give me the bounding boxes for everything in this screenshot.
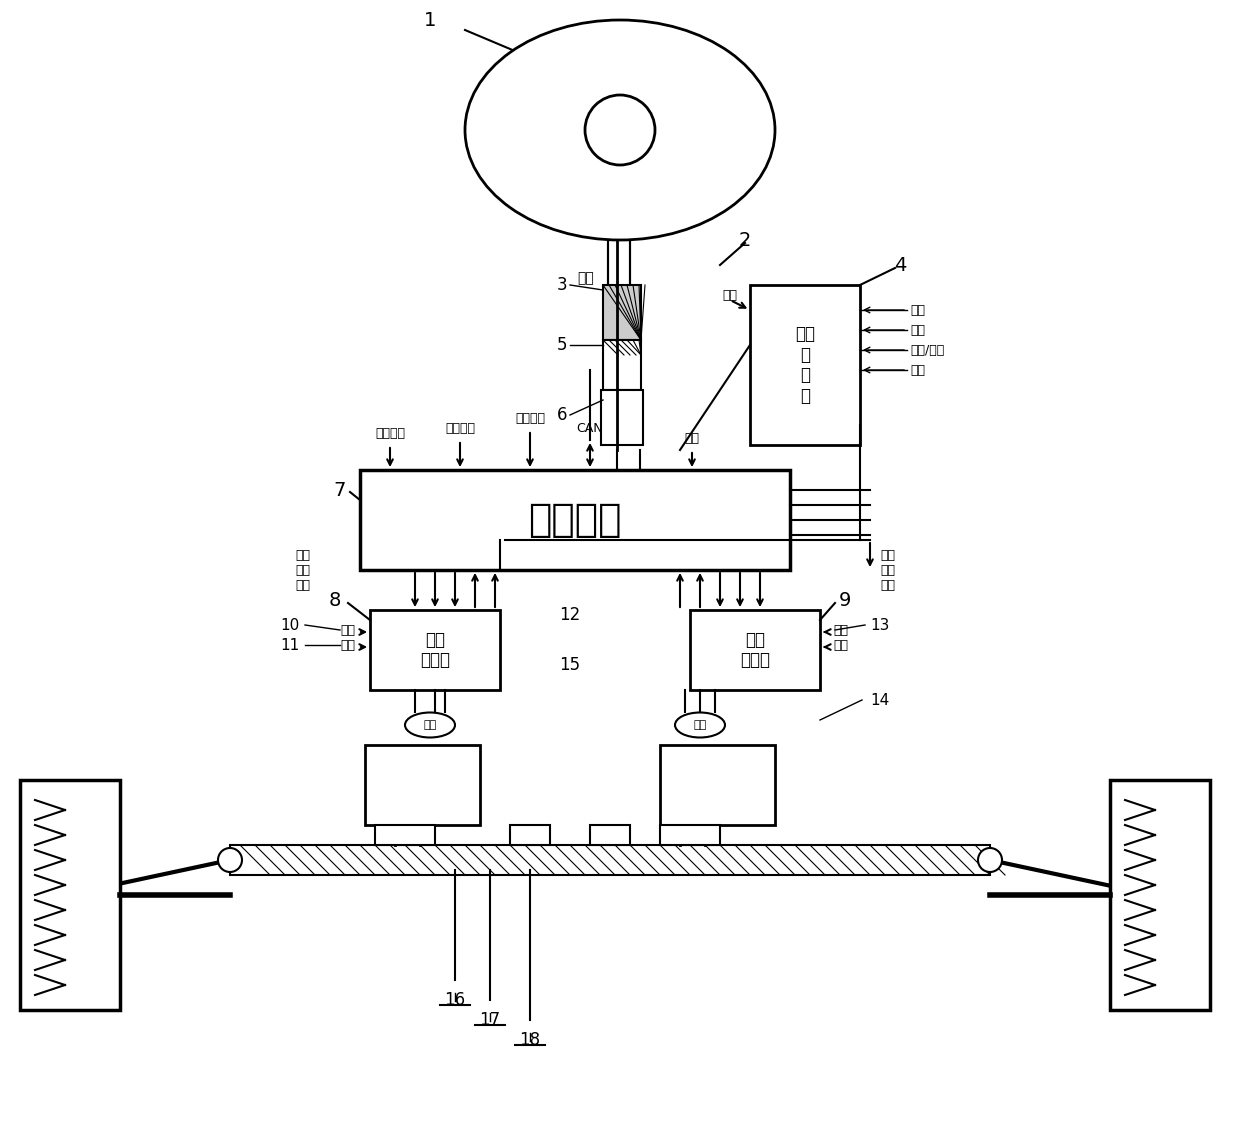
Text: 模式: 模式 <box>909 303 926 317</box>
Ellipse shape <box>405 712 455 737</box>
FancyBboxPatch shape <box>230 845 990 875</box>
Text: 4: 4 <box>893 256 906 275</box>
Text: 15: 15 <box>560 655 581 674</box>
Ellipse shape <box>675 712 725 737</box>
FancyBboxPatch shape <box>590 825 629 845</box>
FancyBboxPatch shape <box>690 610 820 690</box>
Text: 10: 10 <box>281 618 300 633</box>
Text: 2: 2 <box>738 231 751 250</box>
Text: 转速: 转速 <box>833 638 847 652</box>
Text: 点火信号: 点火信号 <box>375 427 405 440</box>
Text: 6: 6 <box>556 406 567 424</box>
FancyBboxPatch shape <box>660 825 720 845</box>
Text: 工作指示: 工作指示 <box>515 412 545 425</box>
Text: 17: 17 <box>479 1011 501 1029</box>
Text: 8: 8 <box>328 591 341 610</box>
Circle shape <box>978 847 1002 872</box>
Text: 电流: 电流 <box>694 720 706 730</box>
Text: 18: 18 <box>519 1031 540 1049</box>
FancyBboxPatch shape <box>750 285 860 445</box>
FancyBboxPatch shape <box>361 470 790 570</box>
FancyBboxPatch shape <box>603 340 641 390</box>
Text: 转矩: 转矩 <box>577 272 593 285</box>
FancyBboxPatch shape <box>608 229 629 290</box>
Text: 电流: 电流 <box>722 289 737 301</box>
Text: 方向: 方向 <box>909 324 926 336</box>
Text: 电流: 电流 <box>424 720 436 730</box>
Text: CAN: CAN <box>576 421 603 435</box>
Text: 车速信号: 车速信号 <box>445 421 475 435</box>
FancyBboxPatch shape <box>603 285 641 340</box>
Circle shape <box>585 95 655 165</box>
Text: 3: 3 <box>556 276 567 294</box>
Ellipse shape <box>465 20 776 240</box>
Text: 7: 7 <box>333 481 346 500</box>
Text: 主控制器: 主控制器 <box>528 501 622 538</box>
FancyBboxPatch shape <box>1110 780 1211 1010</box>
Text: 16: 16 <box>445 991 466 1009</box>
FancyBboxPatch shape <box>20 780 120 1010</box>
Text: 位置: 位置 <box>339 624 356 636</box>
FancyBboxPatch shape <box>366 745 479 825</box>
FancyBboxPatch shape <box>510 825 550 845</box>
Text: 方向
位置
故障: 方向 位置 故障 <box>880 549 895 592</box>
Text: 驱动
伺
服
器: 驱动 伺 服 器 <box>795 325 815 406</box>
Circle shape <box>218 847 242 872</box>
Text: 故障
位置
方向: 故障 位置 方向 <box>295 549 310 592</box>
Text: 故障: 故障 <box>909 364 926 376</box>
Text: 11: 11 <box>281 637 300 652</box>
Text: 位置/转矩: 位置/转矩 <box>909 343 944 357</box>
Text: 转速: 转速 <box>339 638 356 652</box>
Text: 9: 9 <box>839 591 851 610</box>
Text: 位置: 位置 <box>833 624 847 636</box>
Text: 伺服
驱动器: 伺服 驱动器 <box>420 630 450 669</box>
Text: 13: 13 <box>870 618 890 633</box>
Text: 5: 5 <box>556 336 567 354</box>
Text: 位置: 位置 <box>684 432 700 445</box>
Text: 12: 12 <box>559 605 581 624</box>
FancyBboxPatch shape <box>601 390 643 445</box>
Text: 1: 1 <box>424 10 436 30</box>
FancyBboxPatch shape <box>660 745 776 825</box>
Text: 14: 14 <box>870 693 890 708</box>
Text: 伺服
驱动器: 伺服 驱动器 <box>740 630 769 669</box>
FancyBboxPatch shape <box>370 610 501 690</box>
FancyBboxPatch shape <box>375 825 435 845</box>
